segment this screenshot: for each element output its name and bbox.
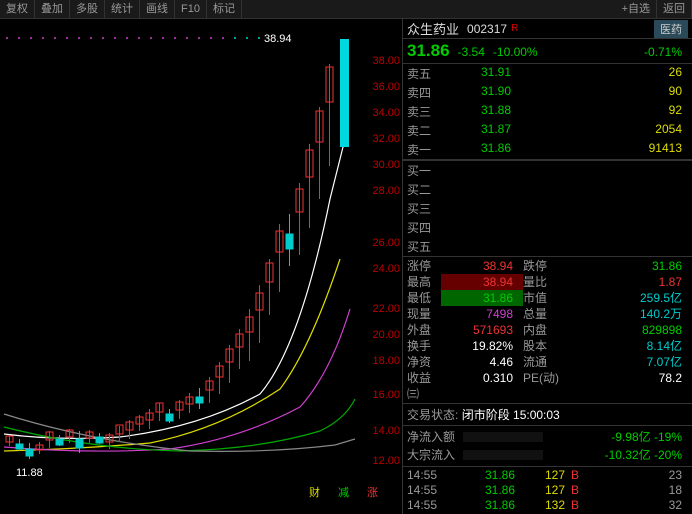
tick-row: 14:5531.86127B18: [407, 483, 688, 498]
y-tick: 18.00: [372, 355, 400, 367]
ask-row: 卖一31.8691413: [403, 140, 692, 159]
y-tick: 12.00: [372, 455, 400, 467]
flow-row: 净流入额-9.98亿 -19%: [407, 428, 688, 446]
tool-fav[interactable]: +自选: [616, 0, 657, 18]
stat-row: 收益㈢0.310PE(动)78.2: [407, 370, 688, 402]
bid-book: 买一买二买三买四买五: [403, 160, 692, 257]
chart-legend: 财 减 涨: [309, 484, 378, 500]
stock-header: 众生药业 002317 R 医药: [403, 19, 692, 39]
high-label: 38.94: [264, 33, 292, 45]
stat-row: 最高38.94量比1.87: [407, 274, 688, 290]
ask-row: 卖五31.9126: [403, 64, 692, 83]
y-tick: 36.00: [372, 81, 400, 93]
flow-row: 大宗流入-10.32亿 -20%: [407, 446, 688, 464]
ask-row: 卖四31.9090: [403, 83, 692, 102]
candlestick-chart[interactable]: 38.94 11.88 38.00 36.00 34.00 32.00 30.00 28.…: [0, 19, 402, 514]
tick-row: 14:5531.86127B23: [407, 468, 688, 483]
margin-flag: R: [511, 23, 518, 34]
y-tick: 24.00: [372, 263, 400, 275]
bid-row: 买一: [403, 161, 692, 180]
y-tick: 22.00: [372, 303, 400, 315]
price-change: -3.54: [458, 45, 485, 59]
y-tick: 14.00: [372, 425, 400, 437]
quote-panel: 众生药业 002317 R 医药 31.86 -3.54 -10.00% -0.…: [402, 19, 692, 514]
y-tick: 26.00: [372, 237, 400, 249]
trade-status: 交易状态: 闭市阶段 15:00:03: [403, 403, 692, 426]
y-tick: 32.00: [372, 133, 400, 145]
tick-row: 14:5531.86132B32: [407, 498, 688, 513]
stat-row: 净资4.46流通7.07亿: [407, 354, 688, 370]
ask-book: 卖五31.9126卖四31.9090卖三31.8892卖二31.872054卖一…: [403, 63, 692, 160]
bid-row: 买五: [403, 237, 692, 256]
indicator-dots: [6, 37, 260, 39]
stat-row: 外盘571693内盘829898: [407, 322, 688, 338]
stat-row: 现量7498总量140.2万: [407, 306, 688, 322]
money-flow: 净流入额-9.98亿 -19%大宗流入-10.32亿 -20%: [403, 426, 692, 466]
low-label: 11.88: [16, 467, 43, 479]
stat-row: 换手19.82%股本8.14亿: [407, 338, 688, 354]
stat-row: 涨停38.94跌停31.86: [407, 258, 688, 274]
y-tick: 38.00: [372, 55, 400, 67]
sector-pct: -0.71%: [644, 45, 688, 59]
last-price: 31.86: [407, 41, 450, 61]
y-tick: 34.00: [372, 107, 400, 119]
y-tick: 28.00: [372, 185, 400, 197]
stock-code: 002317: [467, 22, 507, 36]
ask-row: 卖三31.8892: [403, 102, 692, 121]
bid-row: 买四: [403, 218, 692, 237]
bid-row: 买二: [403, 180, 692, 199]
tool-mark[interactable]: 标记: [207, 0, 242, 18]
chart-svg: [0, 19, 362, 509]
tick-list: 14:5531.86127B2314:5531.86127B1814:5531.…: [403, 466, 692, 514]
toolbar: 复权 叠加 多股 统计 画线 F10 标记 +自选 返回: [0, 0, 692, 19]
ask-row: 卖二31.872054: [403, 121, 692, 140]
stats-grid: 涨停38.94跌停31.86最高38.94量比1.87最低31.86市值259.…: [403, 257, 692, 403]
y-tick: 20.00: [372, 329, 400, 341]
tool-draw[interactable]: 画线: [140, 0, 175, 18]
y-tick: 16.00: [372, 389, 400, 401]
tool-f10[interactable]: F10: [175, 0, 207, 18]
y-tick: 30.00: [372, 159, 400, 171]
tool-fuquan[interactable]: 复权: [0, 0, 35, 18]
stock-name[interactable]: 众生药业: [407, 19, 459, 38]
bid-row: 买三: [403, 199, 692, 218]
tool-back[interactable]: 返回: [657, 0, 692, 18]
tool-multi[interactable]: 多股: [70, 0, 105, 18]
tool-overlay[interactable]: 叠加: [35, 0, 70, 18]
stat-row: 最低31.86市值259.5亿: [407, 290, 688, 306]
tool-stats[interactable]: 统计: [105, 0, 140, 18]
sector-badge[interactable]: 医药: [654, 20, 688, 38]
price-row: 31.86 -3.54 -10.00% -0.71%: [403, 39, 692, 63]
price-pct: -10.00%: [493, 45, 538, 59]
